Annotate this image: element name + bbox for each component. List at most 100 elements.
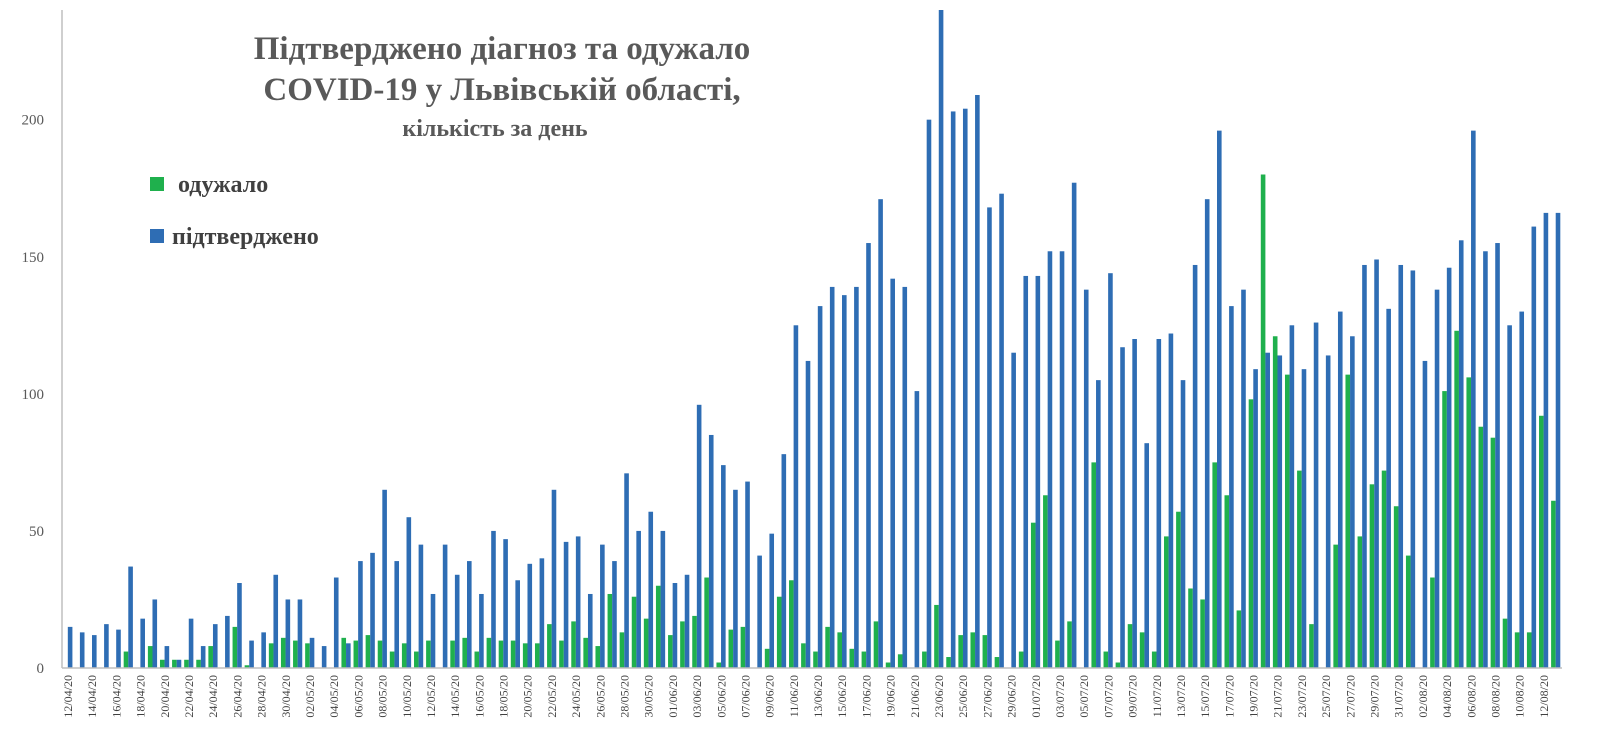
bar-confirmed-04/08/20 xyxy=(1446,267,1452,668)
bar-confirmed-09/06/20 xyxy=(769,533,775,668)
bar-confirmed-29/06/20 xyxy=(1011,352,1016,668)
bar-recovered-26/05/20 xyxy=(595,646,601,668)
bars-layer xyxy=(67,10,1561,669)
bar-confirmed-09/08/20 xyxy=(1507,325,1512,668)
x-tick-label: 08/05/20 xyxy=(376,675,390,718)
bar-confirmed-29/05/20 xyxy=(636,530,641,668)
bar-confirmed-13/04/20 xyxy=(79,632,85,668)
bar-recovered-02/06/20 xyxy=(680,621,685,668)
bar-recovered-22/05/20 xyxy=(547,624,552,668)
bar-confirmed-21/06/20 xyxy=(914,391,920,668)
bar-recovered-07/05/20 xyxy=(365,635,371,668)
bar-recovered-24/07/20 xyxy=(1309,624,1314,668)
bar-recovered-26/04/20 xyxy=(232,626,238,669)
x-tick-label: 23/06/20 xyxy=(932,675,946,718)
bar-confirmed-05/05/20 xyxy=(346,643,351,668)
bar-confirmed-30/05/20 xyxy=(648,511,654,668)
bar-recovered-17/05/20 xyxy=(486,637,492,668)
bar-recovered-16/07/20 xyxy=(1212,462,1217,669)
bar-recovered-10/07/20 xyxy=(1139,632,1145,668)
x-tick-label: 27/06/20 xyxy=(980,675,994,718)
x-tick-label: 22/04/20 xyxy=(182,675,196,718)
bar-recovered-29/05/20 xyxy=(631,596,637,668)
bar-confirmed-01/05/20 xyxy=(297,599,303,668)
x-tick-label: 08/08/20 xyxy=(1488,675,1502,718)
bar-recovered-10/05/20 xyxy=(401,643,407,668)
bar-recovered-31/07/20 xyxy=(1393,506,1399,668)
x-tick-label: 17/07/20 xyxy=(1222,675,1236,718)
bar-confirmed-20/06/20 xyxy=(902,286,908,668)
x-tick-label: 13/06/20 xyxy=(811,675,825,718)
bar-confirmed-03/07/20 xyxy=(1059,251,1065,668)
bar-recovered-09/08/20 xyxy=(1502,618,1508,668)
bar-recovered-03/08/20 xyxy=(1430,577,1435,668)
bar-confirmed-18/06/20 xyxy=(878,199,883,668)
x-tick-label: 09/07/20 xyxy=(1126,675,1140,718)
bar-recovered-23/05/20 xyxy=(559,640,564,668)
bar-confirmed-21/07/20 xyxy=(1277,355,1283,668)
bar-confirmed-01/07/20 xyxy=(1035,275,1041,668)
bar-recovered-01/08/20 xyxy=(1405,555,1411,668)
x-tick-label: 10/05/20 xyxy=(400,675,414,718)
x-tick-label: 12/08/20 xyxy=(1537,675,1551,718)
bar-recovered-30/05/20 xyxy=(643,618,649,668)
bar-recovered-17/06/20 xyxy=(861,651,867,668)
bar-confirmed-22/06/20 xyxy=(926,119,932,669)
bar-recovered-19/07/20 xyxy=(1248,399,1254,668)
bar-recovered-19/04/20 xyxy=(147,646,153,668)
x-tick-label: 25/06/20 xyxy=(956,675,970,718)
series-1 xyxy=(67,10,1561,669)
x-tick-label: 06/08/20 xyxy=(1464,675,1478,718)
bar-confirmed-16/07/20 xyxy=(1217,130,1222,668)
bar-confirmed-29/07/20 xyxy=(1374,259,1379,668)
legend-label-recovered: одужало xyxy=(178,172,268,198)
y-tick-label: 0 xyxy=(37,661,45,677)
bar-confirmed-03/08/20 xyxy=(1434,289,1440,668)
bar-confirmed-29/04/20 xyxy=(273,574,279,668)
bar-confirmed-11/07/20 xyxy=(1156,339,1162,668)
bar-confirmed-06/06/20 xyxy=(733,489,738,668)
bar-recovered-11/05/20 xyxy=(414,651,419,668)
bar-confirmed-27/04/20 xyxy=(249,640,254,668)
bar-recovered-03/07/20 xyxy=(1055,640,1060,668)
bar-confirmed-08/06/20 xyxy=(757,555,762,668)
x-tick-label: 14/05/20 xyxy=(448,675,462,718)
bar-confirmed-02/08/20 xyxy=(1422,360,1428,668)
bar-confirmed-12/06/20 xyxy=(805,360,811,668)
x-tick-label: 19/07/20 xyxy=(1247,675,1261,718)
bar-confirmed-12/07/20 xyxy=(1168,333,1174,668)
bar-recovered-22/07/20 xyxy=(1284,374,1290,668)
bar-confirmed-14/05/20 xyxy=(454,574,460,668)
series-0 xyxy=(123,174,1556,669)
x-tick-label: 15/07/20 xyxy=(1198,675,1212,718)
bar-confirmed-31/05/20 xyxy=(660,530,666,668)
bar-recovered-15/06/20 xyxy=(837,632,842,668)
bar-confirmed-19/07/20 xyxy=(1253,369,1258,668)
bar-recovered-04/06/20 xyxy=(704,577,709,668)
bar-confirmed-28/07/20 xyxy=(1362,264,1367,668)
bar-confirmed-14/04/20 xyxy=(92,635,97,668)
bar-confirmed-19/06/20 xyxy=(890,278,895,668)
bar-confirmed-06/07/20 xyxy=(1096,380,1101,669)
bar-confirmed-18/07/20 xyxy=(1241,289,1246,668)
bar-recovered-09/06/20 xyxy=(764,648,770,668)
x-tick-label: 16/05/20 xyxy=(472,675,486,718)
x-tick-label: 02/08/20 xyxy=(1416,675,1430,718)
bar-confirmed-22/05/20 xyxy=(551,489,557,668)
x-tick-label: 12/04/20 xyxy=(61,675,75,718)
bar-recovered-12/06/20 xyxy=(801,643,806,668)
bar-recovered-18/05/20 xyxy=(498,640,504,668)
x-tick-label: 23/07/20 xyxy=(1295,675,1309,718)
bar-recovered-02/07/20 xyxy=(1043,495,1048,668)
x-tick-label: 01/06/20 xyxy=(666,675,680,718)
x-tick-label: 11/06/20 xyxy=(787,675,801,717)
bar-confirmed-16/05/20 xyxy=(479,593,484,668)
bar-confirmed-08/07/20 xyxy=(1120,347,1125,668)
bar-confirmed-18/05/20 xyxy=(503,539,508,668)
x-tick-label: 12/05/20 xyxy=(424,675,438,718)
bar-confirmed-10/08/20 xyxy=(1519,311,1525,668)
x-tick-label: 26/05/20 xyxy=(593,675,607,718)
bar-recovered-27/07/20 xyxy=(1345,374,1351,668)
bar-recovered-24/05/20 xyxy=(571,621,576,668)
